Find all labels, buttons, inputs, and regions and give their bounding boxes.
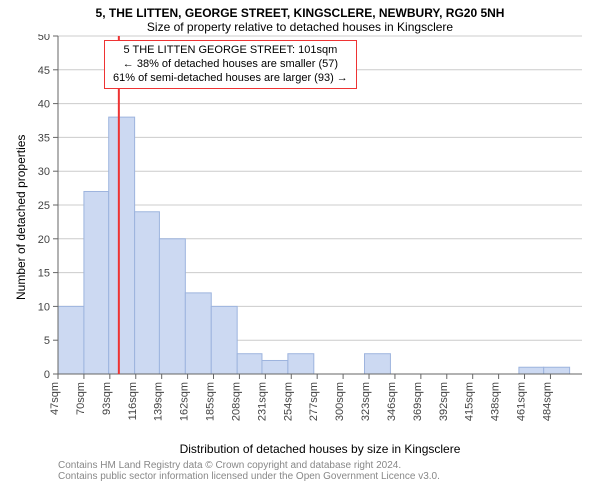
svg-text:15: 15 xyxy=(38,268,50,280)
svg-text:231sqm: 231sqm xyxy=(256,382,268,421)
svg-text:0: 0 xyxy=(44,369,50,381)
x-axis-label: Distribution of detached houses by size … xyxy=(58,442,582,456)
svg-text:484sqm: 484sqm xyxy=(541,382,553,421)
info-box: 5 THE LITTEN GEORGE STREET: 101sqm ← 38%… xyxy=(104,40,357,89)
svg-text:392sqm: 392sqm xyxy=(438,382,450,421)
svg-text:346sqm: 346sqm xyxy=(386,382,398,421)
svg-text:10: 10 xyxy=(38,301,50,313)
footer-line-1: Contains HM Land Registry data © Crown c… xyxy=(58,460,600,471)
chart-subtitle: Size of property relative to detached ho… xyxy=(0,20,600,34)
svg-text:208sqm: 208sqm xyxy=(230,382,242,421)
svg-text:70sqm: 70sqm xyxy=(75,382,87,415)
svg-text:35: 35 xyxy=(38,132,50,144)
svg-text:50: 50 xyxy=(38,34,50,43)
chart-title: 5, THE LITTEN, GEORGE STREET, KINGSCLERE… xyxy=(0,0,600,20)
info-line-2: ← 38% of detached houses are smaller (57… xyxy=(113,58,348,72)
svg-text:277sqm: 277sqm xyxy=(308,382,320,421)
svg-text:30: 30 xyxy=(38,166,50,178)
svg-text:300sqm: 300sqm xyxy=(334,382,346,421)
plot-area: 0 5 10 15 20 25 30 35 40 45 50 47sqm 70sqm 93sqm 116sq… xyxy=(0,34,600,444)
svg-text:461sqm: 461sqm xyxy=(516,382,528,421)
info-line-1: 5 THE LITTEN GEORGE STREET: 101sqm xyxy=(113,44,348,58)
info-line-3: 61% of semi-detached houses are larger (… xyxy=(113,72,348,86)
svg-text:25: 25 xyxy=(38,200,50,212)
svg-text:162sqm: 162sqm xyxy=(179,382,191,421)
y-axis-label: Number of detached properties xyxy=(14,134,28,299)
svg-text:116sqm: 116sqm xyxy=(127,382,139,420)
svg-text:139sqm: 139sqm xyxy=(153,382,165,421)
svg-text:40: 40 xyxy=(38,99,50,111)
histogram-svg: 0 5 10 15 20 25 30 35 40 45 50 47sqm 70sqm 93sqm 116sq… xyxy=(0,34,600,444)
svg-text:369sqm: 369sqm xyxy=(412,382,424,421)
footer: Contains HM Land Registry data © Crown c… xyxy=(0,460,600,482)
svg-text:45: 45 xyxy=(38,65,50,77)
chart-container: 5, THE LITTEN, GEORGE STREET, KINGSCLERE… xyxy=(0,0,600,500)
svg-text:5: 5 xyxy=(44,335,50,347)
svg-text:47sqm: 47sqm xyxy=(49,382,61,415)
svg-text:438sqm: 438sqm xyxy=(490,382,502,421)
svg-text:93sqm: 93sqm xyxy=(101,382,113,415)
footer-line-2: Contains public sector information licen… xyxy=(58,471,600,482)
svg-text:323sqm: 323sqm xyxy=(360,382,372,421)
svg-text:20: 20 xyxy=(38,234,50,246)
svg-text:185sqm: 185sqm xyxy=(205,382,217,421)
svg-text:415sqm: 415sqm xyxy=(464,382,476,421)
svg-text:254sqm: 254sqm xyxy=(282,382,294,421)
